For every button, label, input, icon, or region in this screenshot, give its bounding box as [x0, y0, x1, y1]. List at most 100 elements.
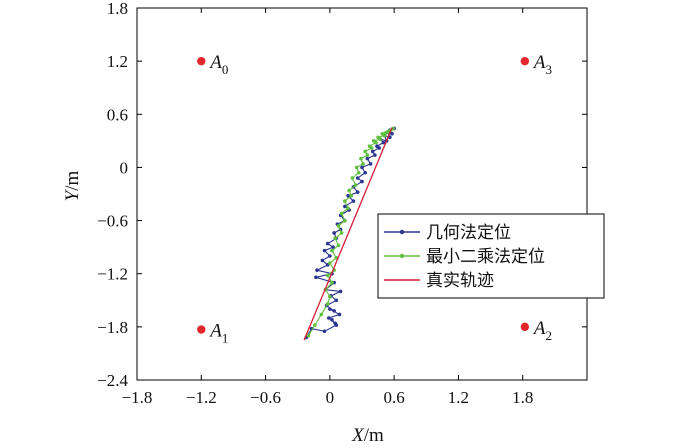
data-point	[353, 183, 358, 187]
anchor-point	[197, 56, 206, 66]
plot-border	[136, 7, 588, 381]
data-point	[322, 329, 327, 334]
legend-label: 最小二乘法定位	[426, 247, 545, 267]
data-point	[391, 126, 395, 131]
anchor-name: A	[208, 52, 222, 73]
anchor-label: A2	[532, 318, 552, 343]
data-point	[349, 193, 354, 198]
data-point	[356, 170, 361, 175]
legend-marker	[399, 253, 405, 259]
data-point	[363, 170, 368, 175]
y-axis-var: Y	[62, 188, 83, 201]
data-point	[339, 231, 344, 235]
data-point	[380, 131, 385, 136]
x-axis: −1.8 −1.2 −0.6 0 0.6 1.2 1.8	[122, 8, 533, 407]
data-point	[306, 333, 311, 338]
y-tick-label: 1.8	[107, 0, 128, 18]
legend-label: 几何法定位	[426, 223, 511, 243]
data-point	[346, 206, 350, 210]
y-tick-label: 1.2	[107, 52, 128, 71]
data-point	[334, 298, 339, 303]
data-point	[343, 204, 347, 209]
data-point	[328, 254, 332, 258]
y-tick-label: −1.8	[97, 318, 128, 337]
anchor-subscript: 0	[222, 62, 229, 77]
y-tick-label: −2.4	[97, 371, 128, 390]
series-line	[303, 127, 393, 341]
plot-frame	[136, 7, 588, 381]
data-point	[322, 248, 327, 253]
data-point	[371, 139, 376, 143]
anchor-point	[520, 56, 530, 66]
data-point	[376, 135, 380, 140]
data-point	[313, 323, 317, 327]
data-point	[337, 312, 342, 317]
anchor-name: A	[532, 52, 546, 73]
data-point	[330, 317, 334, 322]
data-point	[331, 245, 335, 249]
data-point	[328, 261, 332, 265]
data-point	[338, 289, 343, 294]
y-axis-unit: /m	[62, 170, 83, 190]
data-point	[333, 236, 338, 241]
data-point	[351, 199, 356, 203]
data-point	[367, 144, 372, 148]
y-tick-label: 0.6	[107, 105, 128, 124]
anchor-subscript: 2	[545, 328, 552, 343]
data-point	[383, 131, 388, 135]
data-point	[360, 179, 364, 184]
series-1	[306, 126, 395, 338]
data-point	[373, 153, 377, 157]
y-tick-label: −0.6	[97, 212, 128, 231]
data-point	[347, 188, 351, 193]
data-point	[390, 131, 394, 136]
y-tick-label: 0	[120, 158, 129, 177]
data-point	[328, 307, 332, 311]
data-point	[355, 190, 360, 195]
y-axis: 1.8 1.2 0.6 0 −0.6 −1.2 −1.8 −2.4	[97, 0, 587, 390]
x-tick-label: 1.8	[512, 388, 533, 407]
anchor-point	[520, 322, 530, 332]
data-point	[343, 199, 347, 203]
data-point	[360, 165, 364, 170]
data-point	[325, 273, 330, 278]
data-point	[370, 149, 375, 154]
anchor-label: A3	[532, 52, 552, 77]
data-point	[320, 258, 325, 263]
data-point	[361, 162, 365, 166]
y-axis-title: Y/m	[62, 170, 83, 201]
data-point	[365, 156, 370, 161]
data-point	[339, 211, 344, 216]
data-point	[326, 316, 331, 320]
anchor-label: A0	[208, 52, 228, 77]
data-point	[363, 149, 368, 154]
data-point	[350, 176, 355, 180]
legend-marker	[399, 229, 405, 235]
x-axis-title: X/m	[351, 425, 384, 446]
x-axis-var: X	[351, 425, 365, 446]
legend-label: 真实轨迹	[426, 271, 494, 291]
data-point	[381, 140, 386, 145]
anchor-subscript: 1	[222, 331, 229, 346]
x-tick-label: −1.2	[186, 388, 217, 407]
x-tick-label: 1.2	[448, 388, 469, 407]
data-point	[332, 231, 336, 235]
anchor-subscript: 3	[545, 62, 552, 77]
data-point	[333, 321, 338, 326]
data-point	[325, 241, 330, 246]
anchor-label: A1	[208, 321, 228, 346]
data-point	[332, 309, 336, 313]
data-point	[314, 275, 318, 280]
data-point	[375, 144, 379, 148]
series-2	[303, 127, 393, 341]
data-point	[336, 243, 341, 248]
data-point	[325, 302, 330, 306]
data-point	[315, 268, 319, 272]
x-tick-label: −0.6	[250, 388, 281, 407]
x-axis-unit: /m	[364, 425, 384, 446]
data-point	[336, 224, 341, 228]
data-point	[328, 294, 332, 299]
